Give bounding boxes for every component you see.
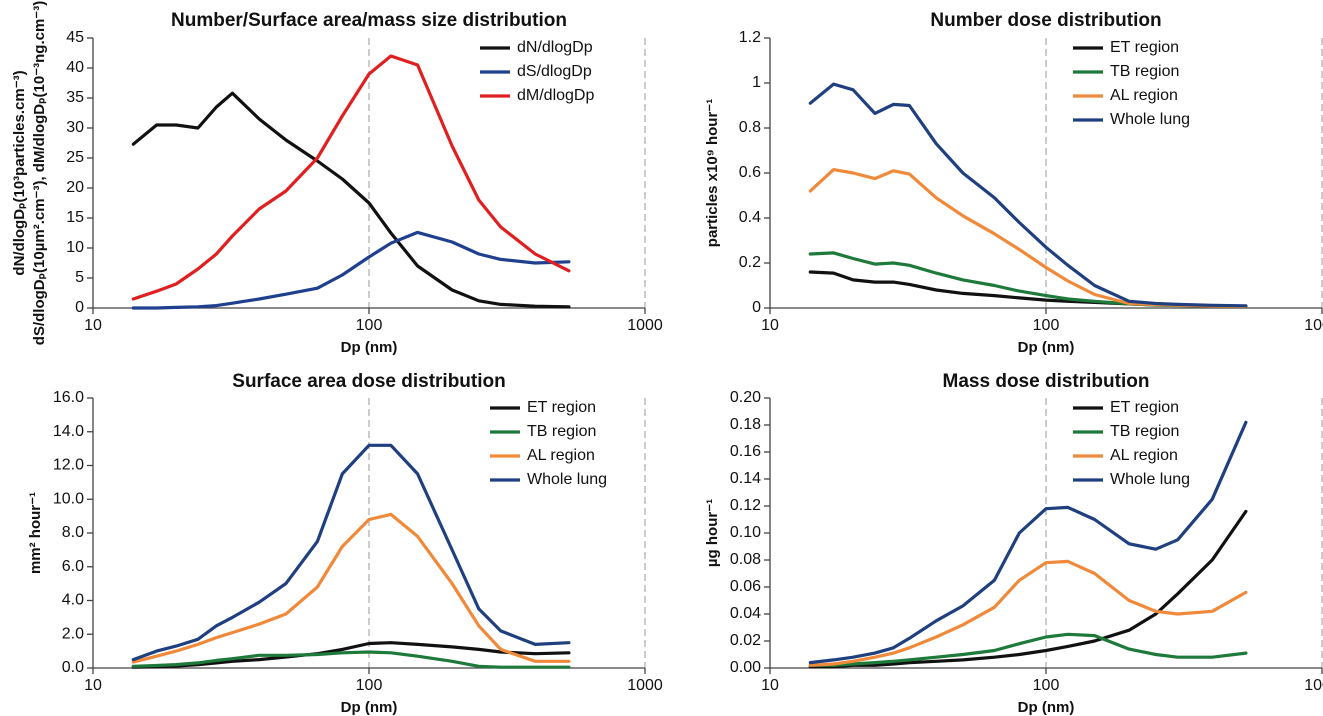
y-tick-label: 10.0 [53,490,84,507]
y-axis-label: µg hour⁻¹ [704,499,721,567]
y-tick-label: 8.0 [62,524,84,541]
legend-label: TB region [527,423,596,440]
x-tick-label: 10 [761,317,779,334]
x-tick-label: 1000 [1304,317,1323,334]
x-tick-label: 100 [356,677,383,694]
legend-label: Whole lung [527,471,607,488]
y-tick-label: 5 [75,269,84,286]
y-tick-label: 0.10 [730,524,761,541]
series-line [131,91,571,309]
series-line [808,82,1248,308]
y-tick-label: 10 [66,239,84,256]
y-tick-label: 0.12 [730,497,761,514]
x-tick-label: 1000 [1304,677,1323,694]
chart-title: Surface area dose distribution [232,371,505,392]
y-tick-label: 0.08 [730,551,761,568]
series-line [131,512,571,664]
y-tick-label: 0.16 [730,443,761,460]
x-tick-label: 1000 [627,317,663,334]
y-tick-label: 1.2 [739,29,761,46]
y-tick-label: 6.0 [62,558,84,575]
series-line [808,559,1248,667]
series-line [131,230,571,310]
y-tick-label: 0 [752,299,761,316]
series-line [808,632,1248,667]
x-tick-label: 100 [1033,677,1060,694]
series-line [131,54,571,301]
y-axis-label: dS/dlogDₚ(10µm².cm⁻³), dM/dlogDₚ(10⁻³ng.… [31,1,48,345]
legend-label: AL region [1110,447,1178,464]
series-line [808,420,1248,665]
x-tick-label: 100 [356,317,383,334]
y-tick-label: 0.2 [739,254,761,271]
x-axis-label: Dp (nm) [1018,699,1075,716]
chart-title: Number dose distribution [930,10,1161,31]
legend-label: TB region [1110,63,1179,80]
y-tick-label: 0.6 [739,164,761,181]
chart-title: Mass dose distribution [943,371,1150,392]
y-tick-label: 0.4 [739,209,761,226]
y-tick-label: 1 [752,74,761,91]
x-tick-label: 1000 [627,677,663,694]
y-tick-label: 4.0 [62,592,84,609]
y-tick-label: 0.00 [730,659,761,676]
legend-label: TB region [1110,423,1179,440]
y-tick-label: 0.02 [730,632,761,649]
y-tick-label: 0.14 [730,470,761,487]
x-axis-label: Dp (nm) [1018,339,1075,356]
y-tick-label: 45 [66,29,84,46]
legend-label: AL region [1110,87,1178,104]
y-tick-label: 16.0 [53,389,84,406]
series-line [131,650,571,669]
legend-label: dM/dlogDp [517,87,594,104]
legend-label: Whole lung [1110,111,1190,128]
legend-label: AL region [527,447,595,464]
y-tick-label: 0.8 [739,119,761,136]
x-tick-label: 10 [84,317,102,334]
y-tick-label: 0.06 [730,578,761,595]
legend-label: Whole lung [1110,471,1190,488]
legend-label: dN/dlogDp [517,39,593,56]
legend-label: ET region [1110,39,1179,56]
y-tick-label: 12.0 [53,457,84,474]
y-tick-label: 20 [66,179,84,196]
y-tick-label: 0.18 [730,416,761,433]
y-axis-label: mm² hour⁻¹ [27,492,44,574]
legend-label: ET region [1110,399,1179,416]
y-tick-label: 14.0 [53,423,84,440]
chart-title: Number/Surface area/mass size distributi… [171,10,567,31]
series-line [131,641,571,669]
series-line [808,168,1248,308]
y-tick-label: 0.04 [730,605,761,622]
x-tick-label: 10 [84,677,102,694]
y-tick-label: 0 [75,299,84,316]
x-tick-label: 100 [1033,317,1060,334]
y-tick-label: 2.0 [62,625,84,642]
y-tick-label: 0.20 [730,389,761,406]
y-tick-label: 25 [66,149,84,166]
x-tick-label: 10 [761,677,779,694]
y-tick-label: 15 [66,209,84,226]
y-tick-label: 40 [66,59,84,76]
y-tick-label: 0.0 [62,659,84,676]
x-axis-label: Dp (nm) [341,339,398,356]
series-line [131,443,571,662]
y-axis-label: dN/dlogDₚ(10³particles.cm⁻³) [11,70,28,275]
x-axis-label: Dp (nm) [341,699,398,716]
legend-label: ET region [527,399,596,416]
legend-label: dS/dlogDp [517,63,592,80]
y-tick-label: 30 [66,119,84,136]
y-tick-label: 35 [66,89,84,106]
series-line [808,270,1248,308]
y-axis-label: particles x10⁹ hour⁻¹ [704,99,721,247]
